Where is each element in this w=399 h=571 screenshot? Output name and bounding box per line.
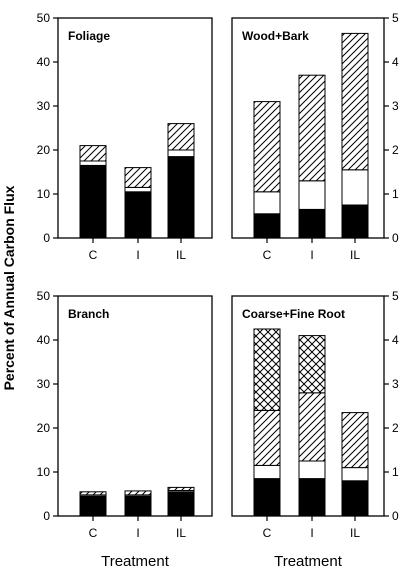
- x-tick-label: C: [89, 248, 98, 262]
- y-tick-label: 30: [392, 377, 399, 391]
- bar-segment-open: [298, 180, 326, 210]
- y-tick-label: 0: [392, 509, 399, 523]
- bar-segment-solid: [167, 491, 195, 517]
- panel-title: Branch: [68, 307, 109, 321]
- x-tick-label: C: [89, 526, 98, 540]
- y-tick-label: 50: [37, 289, 51, 303]
- bar-segment-solid: [124, 191, 152, 239]
- bar-segment-hatch: [79, 145, 107, 162]
- bar-segment-solid: [167, 156, 195, 239]
- bar-segment-solid: [124, 495, 152, 517]
- bar-segment-solid: [298, 208, 326, 239]
- panel-4: 0 10 20 30 40 50 C I IL Coarse+Fine Root Treatment: [231, 289, 399, 570]
- bar-segment-crosshatch: [298, 335, 326, 394]
- y-tick-label: 40: [392, 55, 399, 69]
- bar-segment-open: [341, 169, 369, 206]
- y-tick-label: 10: [392, 187, 399, 201]
- y-tick-label: 10: [392, 465, 399, 479]
- x-tick-label: IL: [350, 248, 360, 262]
- y-tick-label: 30: [37, 377, 51, 391]
- bar-segment-solid: [253, 478, 281, 517]
- y-tick-label: 30: [392, 99, 399, 113]
- bar-segment-hatch: [79, 491, 107, 496]
- bar-segment-hatch: [253, 101, 281, 193]
- bar-segment-hatch: [253, 409, 281, 466]
- y-tick-label: 20: [37, 143, 51, 157]
- x-tick-label: C: [263, 248, 272, 262]
- y-tick-label: 50: [392, 289, 399, 303]
- x-tick-label: IL: [176, 526, 186, 540]
- y-tick-label: 40: [37, 333, 51, 347]
- x-tick-label: I: [136, 248, 139, 262]
- bar-segment-solid: [298, 478, 326, 517]
- plot-frame: [57, 295, 213, 517]
- x-tick-label: IL: [350, 526, 360, 540]
- y-tick-label: 10: [37, 187, 51, 201]
- y-tick-label: 20: [392, 421, 399, 435]
- y-tick-label: 40: [37, 55, 51, 69]
- bar-segment-solid: [253, 213, 281, 239]
- bar-segment-solid: [341, 480, 369, 517]
- y-axis-title: Percent of Annual Carbon Flux: [1, 185, 17, 390]
- y-tick-label: 20: [37, 421, 51, 435]
- x-axis-title: Treatment: [101, 553, 170, 570]
- y-tick-label: 30: [37, 99, 51, 113]
- y-tick-label: 0: [43, 231, 50, 245]
- y-tick-label: 40: [392, 333, 399, 347]
- y-tick-label: 50: [37, 11, 51, 25]
- y-tick-label: 10: [37, 465, 51, 479]
- bar-segment-hatch: [341, 412, 369, 469]
- x-tick-label: I: [310, 248, 313, 262]
- bar-segment-open: [253, 191, 281, 215]
- y-tick-label: 0: [392, 231, 399, 245]
- y-tick-label: 20: [392, 143, 399, 157]
- bar-segment-open: [79, 160, 107, 166]
- bar-segment-hatch: [298, 392, 326, 462]
- bar-segment-hatch: [124, 490, 152, 496]
- x-tick-label: IL: [176, 248, 186, 262]
- bar-segment-open: [124, 186, 152, 193]
- bar-segment-hatch: [341, 32, 369, 171]
- x-tick-label: I: [136, 526, 139, 540]
- x-axis-title: Treatment: [274, 553, 343, 570]
- bar-segment-solid: [79, 495, 107, 517]
- bar-segment-hatch: [298, 74, 326, 182]
- panel-title: Wood+Bark: [242, 29, 309, 43]
- x-tick-label: I: [310, 526, 313, 540]
- x-tick-label: C: [263, 526, 272, 540]
- panel-title: Foliage: [68, 29, 110, 43]
- bar-segment-hatch: [167, 486, 195, 491]
- bar-segment-crosshatch: [253, 328, 281, 411]
- panel-title: Coarse+Fine Root: [242, 307, 345, 321]
- y-tick-label: 0: [43, 509, 50, 523]
- bar-segment-hatch: [167, 123, 195, 151]
- bar-segment-open: [253, 464, 281, 480]
- y-tick-label: 50: [392, 11, 399, 25]
- panel-1: 0 10 20 30 40 50 C I IL Foliage: [37, 11, 213, 262]
- bar-segment-open: [341, 467, 369, 482]
- bar-segment-solid: [341, 204, 369, 239]
- bar-segment-hatch: [124, 167, 152, 188]
- bar-segment-open: [167, 149, 195, 158]
- panel-3: 0 10 20 30 40 50 C I IL Branch Treatment: [37, 289, 213, 570]
- panel-2: 0 10 20 30 40 50 C I IL Wood+Bark: [231, 11, 399, 262]
- bar-segment-solid: [79, 164, 107, 239]
- bar-segment-open: [298, 460, 326, 480]
